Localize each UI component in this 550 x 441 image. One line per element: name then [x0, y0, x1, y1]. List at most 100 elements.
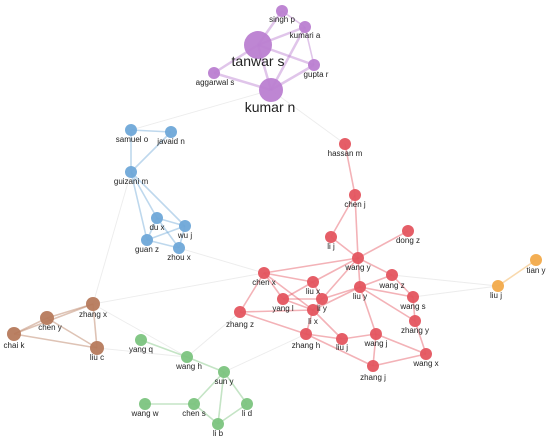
node-label-liu-x: liu x	[306, 287, 320, 296]
node-liu-y[interactable]	[354, 281, 366, 293]
node-label-zhang-y: zhang y	[401, 326, 429, 335]
edge-liu-j-li-x	[312, 309, 343, 340]
node-label-wang-y: wang y	[344, 263, 370, 272]
node-yang-l[interactable]	[277, 293, 289, 305]
edge-chen-j-li-j	[330, 194, 356, 238]
node-label-chen-y: chen y	[38, 323, 62, 332]
node-singh-p[interactable]	[276, 5, 288, 17]
node-label-kumari-a: kumari a	[290, 31, 321, 40]
node-wu-j[interactable]	[179, 220, 191, 232]
node-kumar-n[interactable]	[259, 78, 283, 102]
node-wang-z[interactable]	[386, 269, 398, 281]
node-wang-s[interactable]	[407, 291, 419, 303]
node-liu-c[interactable]	[90, 341, 104, 355]
node-guan-z[interactable]	[141, 234, 153, 246]
node-chai-k[interactable]	[7, 327, 21, 341]
node-label-zhang-x: zhang x	[79, 310, 107, 319]
node-label-wang-h: wang h	[175, 362, 202, 371]
node-li-d[interactable]	[241, 398, 253, 410]
node-label-zhang-j: zhang j	[360, 373, 386, 382]
node-label-singh-p: singh p	[269, 15, 295, 24]
node-label-dong-z: dong z	[396, 236, 420, 245]
node-zhang-y[interactable]	[409, 315, 421, 327]
node-chen-x[interactable]	[258, 267, 270, 279]
edge-wang-y-li-y	[321, 257, 359, 300]
edge-wu-j-guan-z	[146, 225, 186, 241]
node-zhou-x[interactable]	[173, 242, 185, 254]
edge-zhang-j-wang-x	[372, 353, 427, 367]
node-label-wang-s: wang s	[399, 302, 425, 311]
node-chen-j[interactable]	[349, 189, 361, 201]
node-li-y[interactable]	[316, 293, 328, 305]
node-li-b[interactable]	[212, 418, 224, 430]
edge-chen-x-li-x	[263, 272, 314, 311]
node-wang-x[interactable]	[420, 348, 432, 360]
node-wang-h[interactable]	[181, 351, 193, 363]
edge-wang-h-zhang-z	[186, 311, 241, 358]
node-tanwar-s[interactable]	[244, 31, 272, 59]
node-yang-q[interactable]	[135, 334, 147, 346]
node-li-x[interactable]	[307, 304, 319, 316]
edge-kumari-a-gupta-r	[304, 26, 315, 66]
edge-kumar-n-samuel-o	[130, 89, 272, 131]
node-samuel-o[interactable]	[125, 124, 137, 136]
node-aggarwal-s[interactable]	[208, 67, 220, 79]
node-label-chen-s: chen s	[182, 409, 206, 418]
node-label-li-x: li x	[308, 317, 318, 326]
edge-liu-y-li-y	[321, 286, 361, 300]
node-liu-j-2[interactable]	[492, 280, 504, 292]
node-chen-y[interactable]	[40, 311, 54, 325]
edge-yang-q-wang-h	[140, 339, 188, 358]
edge-sun-y-li-b	[217, 371, 225, 425]
edge-liu-y-wang-s	[359, 286, 414, 298]
edge-zhang-z-li-x	[239, 309, 314, 313]
edge-kumar-n-hassan-m	[270, 89, 346, 145]
node-liu-j[interactable]	[336, 333, 348, 345]
edge-sun-y-chen-s	[193, 371, 225, 405]
node-zhang-z[interactable]	[234, 306, 246, 318]
node-kumari-a[interactable]	[299, 21, 311, 33]
node-liu-x[interactable]	[307, 276, 319, 288]
edge-zhang-y-liu-y	[359, 286, 416, 322]
node-wang-j[interactable]	[370, 328, 382, 340]
edge-samuel-o-javaid-n	[130, 129, 172, 133]
node-label-tian-y: tian y	[526, 266, 545, 275]
edge-zhang-x-wang-h	[92, 303, 188, 358]
node-chen-s[interactable]	[188, 398, 200, 410]
edge-chen-j-wang-y	[354, 194, 359, 259]
edge-zhang-x-liu-c	[92, 303, 98, 349]
edge-zhang-x-chen-y	[46, 303, 94, 319]
edge-guizani-m-du-x	[130, 171, 158, 219]
node-label-wang-z: wang z	[378, 281, 404, 290]
node-du-x[interactable]	[151, 212, 163, 224]
node-label-gupta-r: gupta r	[304, 70, 329, 79]
edge-zhou-x-chen-x	[178, 247, 265, 274]
node-gupta-r[interactable]	[308, 59, 320, 71]
node-label-li-j: li j	[327, 242, 335, 251]
node-label-javaid-n: javaid n	[156, 137, 185, 146]
node-label-wang-j: wang j	[363, 339, 387, 348]
edge-zhang-h-zhang-j	[305, 333, 374, 367]
node-label-wu-j: wu j	[177, 231, 192, 240]
node-guizani-m[interactable]	[125, 166, 137, 178]
node-wang-y[interactable]	[352, 252, 364, 264]
node-wang-w[interactable]	[139, 398, 151, 410]
node-label-li-y: li y	[317, 304, 327, 313]
node-label-zhang-h: zhang h	[292, 341, 320, 350]
node-tian-y[interactable]	[530, 254, 542, 266]
node-zhang-j[interactable]	[367, 360, 379, 372]
edge-sun-y-li-d	[223, 371, 248, 405]
node-label-du-x: du x	[149, 223, 164, 232]
node-label-aggarwal-s: aggarwal s	[196, 78, 235, 87]
edge-du-x-zhou-x	[156, 217, 180, 249]
node-li-j[interactable]	[325, 231, 337, 243]
node-sun-y[interactable]	[218, 366, 230, 378]
edge-guizani-m-guan-z	[130, 171, 148, 241]
node-label-wang-w: wang w	[130, 409, 158, 418]
node-dong-z[interactable]	[402, 225, 414, 237]
node-zhang-x[interactable]	[86, 297, 100, 311]
node-hassan-m[interactable]	[339, 138, 351, 150]
node-javaid-n[interactable]	[165, 126, 177, 138]
node-zhang-h[interactable]	[300, 328, 312, 340]
